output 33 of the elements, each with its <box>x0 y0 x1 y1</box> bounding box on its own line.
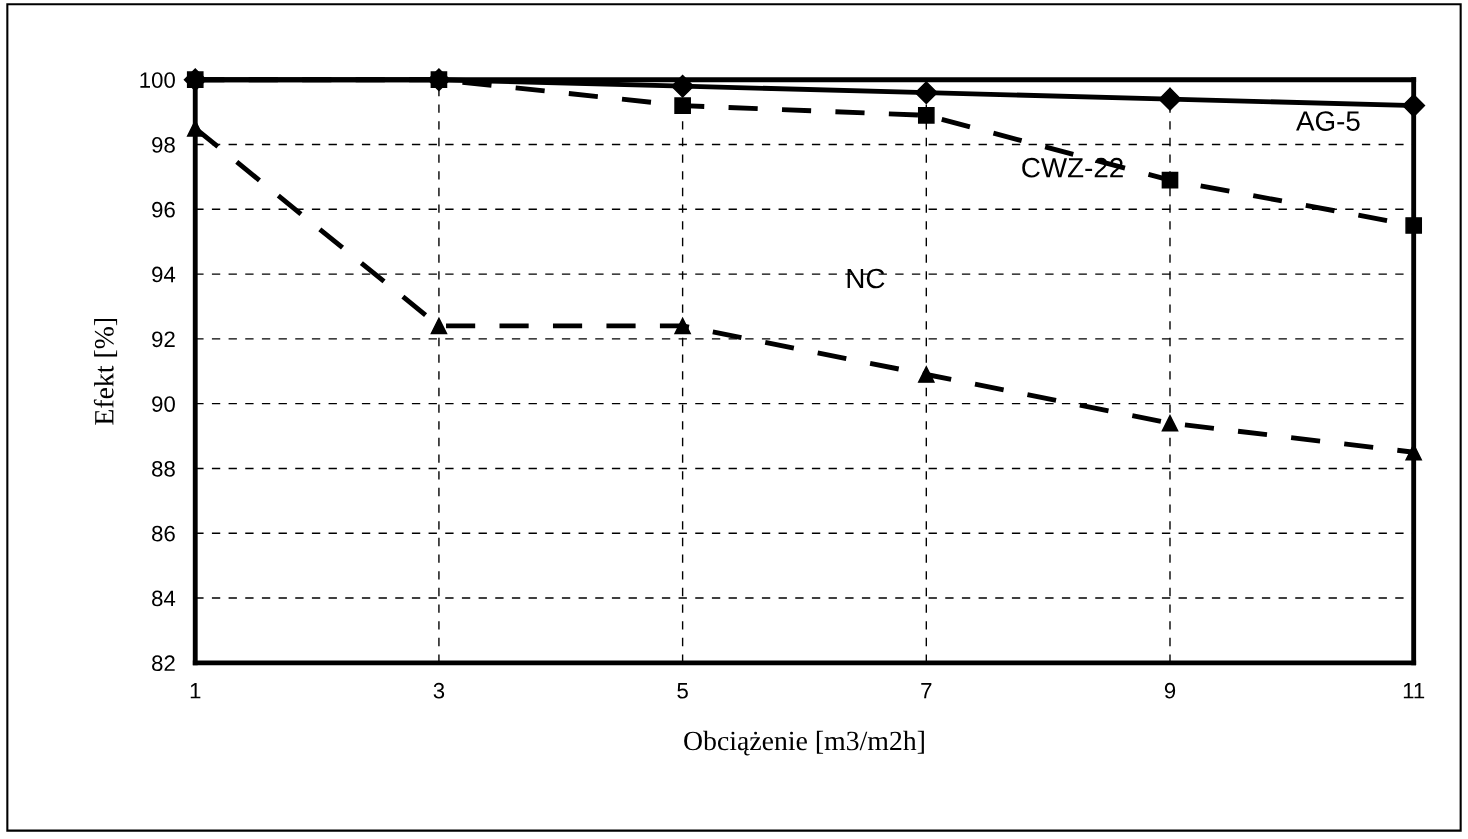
x-tick-label: 7 <box>921 683 932 699</box>
x-tick-label: 9 <box>1164 682 1176 699</box>
y-tick-label: 92 <box>152 331 175 348</box>
y-tick-label: 90 <box>152 396 175 412</box>
point <box>1405 217 1423 234</box>
point <box>1158 87 1182 111</box>
point <box>917 107 935 124</box>
text: NC <box>847 268 885 289</box>
series-label: CWZ-22 <box>1022 157 1123 178</box>
point <box>430 317 448 335</box>
point <box>1161 171 1179 189</box>
y-tick-label: 98 <box>152 137 175 153</box>
x-tick-label: 3 <box>433 682 445 699</box>
point <box>1161 414 1179 432</box>
point <box>1402 94 1426 118</box>
y-tick-label: 86 <box>152 525 175 542</box>
y-tick-label: 100 <box>140 72 175 88</box>
x-tick-label: 1 <box>190 683 201 699</box>
point <box>914 81 938 105</box>
point <box>674 97 691 114</box>
y-tick-label: 82 <box>152 655 175 672</box>
series-label: AG-5 <box>1296 111 1360 131</box>
y-tick-label: 94 <box>152 266 176 283</box>
point <box>671 74 695 98</box>
y-axis-title: Efekt [%] <box>93 318 118 425</box>
x-tick-label: 11 <box>1403 683 1425 699</box>
point <box>674 317 691 335</box>
x-tick-label: 5 <box>677 683 688 699</box>
y-tick-label: 84 <box>152 590 176 607</box>
y-tick-label: 88 <box>152 460 175 477</box>
y-tick-label: 96 <box>152 201 175 218</box>
x-axis-title: Obciążenie [m3/m2h] <box>684 730 924 756</box>
point <box>917 366 935 383</box>
